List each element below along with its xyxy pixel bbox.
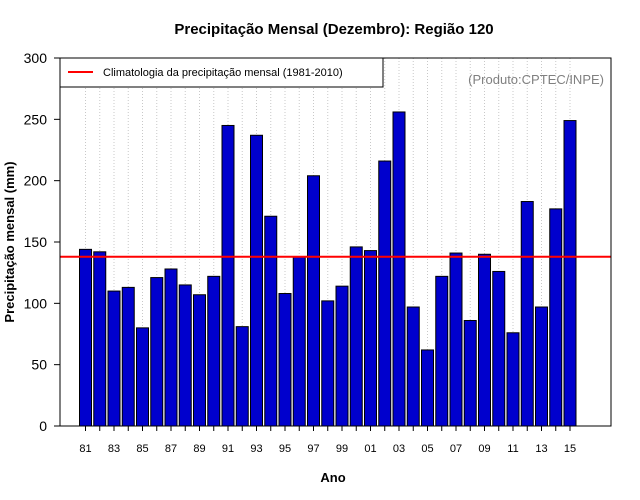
bar-87: [164, 268, 178, 427]
x-tick-label-99: 99: [336, 443, 348, 455]
bar-13: [535, 306, 548, 427]
bar-12: [520, 201, 534, 427]
bar-07: [449, 252, 463, 427]
x-tick-label-15: 15: [564, 443, 576, 455]
bar-83: [107, 290, 121, 427]
bar-05: [421, 349, 434, 427]
legend-box: [59, 57, 384, 88]
bar-99: [335, 285, 349, 427]
bar-02: [378, 160, 392, 427]
x-tick-label-09: 09: [478, 443, 490, 455]
bar-14: [549, 208, 563, 427]
bar-84: [121, 286, 135, 427]
x-tick-label-03: 03: [393, 443, 405, 455]
bar-10: [492, 270, 506, 427]
bar-96: [292, 256, 306, 427]
y-tick-label-100: 100: [24, 295, 48, 311]
bar-82: [93, 251, 107, 427]
x-tick-label-11: 11: [507, 443, 518, 455]
legend-label: Climatologia da precipitação mensal (198…: [103, 67, 343, 79]
y-tick-label-50: 50: [31, 357, 47, 373]
bar-04: [406, 306, 420, 427]
x-tick-label-87: 87: [165, 443, 177, 455]
x-axis: 81 83 85 87 89 91 93 95 97 99 01 03 05 07 09 11 13 15: [79, 426, 576, 455]
bar-88: [178, 284, 192, 427]
x-tick-label-97: 97: [307, 443, 319, 455]
chart-title: Precipitação Mensal (Dezembro): Região 1…: [174, 21, 493, 38]
y-tick-label-200: 200: [24, 173, 48, 189]
bar-98: [321, 300, 335, 427]
x-tick-label-07: 07: [450, 443, 462, 455]
x-tick-label-05: 05: [421, 443, 433, 455]
y-tick-label-300: 300: [24, 50, 48, 66]
bar-90: [207, 275, 221, 427]
legend: Climatologia da precipitação mensal (198…: [59, 57, 384, 88]
bar-81: [79, 248, 92, 427]
bar-series: [79, 111, 577, 427]
bar-11: [506, 332, 520, 427]
y-tick-label-150: 150: [24, 234, 48, 250]
x-axis-label: Ano: [320, 470, 345, 485]
x-tick-label-89: 89: [193, 443, 205, 455]
x-tick-label-01: 01: [364, 443, 376, 455]
bar-89: [193, 294, 206, 427]
bar-06: [435, 275, 449, 427]
source-note: (Produto:CPTEC/INPE): [468, 72, 604, 87]
bar-93: [250, 134, 263, 427]
x-tick-label-91: 91: [222, 443, 234, 455]
y-tick-label-250: 250: [24, 111, 48, 127]
x-tick-label-13: 13: [535, 443, 547, 455]
bar-01: [364, 250, 377, 427]
bar-09: [478, 253, 491, 427]
bar-08: [463, 320, 477, 427]
bar-95: [278, 293, 292, 427]
x-tick-label-83: 83: [108, 443, 120, 455]
bar-97: [307, 175, 320, 427]
x-tick-label-95: 95: [279, 443, 291, 455]
y-axis-label: Precipitação mensal (mm): [2, 161, 17, 322]
bar-86: [150, 277, 164, 427]
bar-92: [235, 326, 249, 427]
bar-15: [563, 120, 577, 427]
bar-91: [221, 124, 235, 427]
bar-85: [136, 327, 149, 427]
bar-03: [392, 111, 406, 427]
bar-00: [349, 246, 363, 427]
bar-94: [264, 215, 278, 427]
x-tick-label-81: 81: [79, 443, 91, 455]
y-tick-label-0: 0: [39, 418, 47, 434]
x-tick-label-85: 85: [136, 443, 148, 455]
y-axis: 0 50 100 150 200 250 300: [24, 50, 60, 434]
x-tick-label-93: 93: [250, 443, 262, 455]
